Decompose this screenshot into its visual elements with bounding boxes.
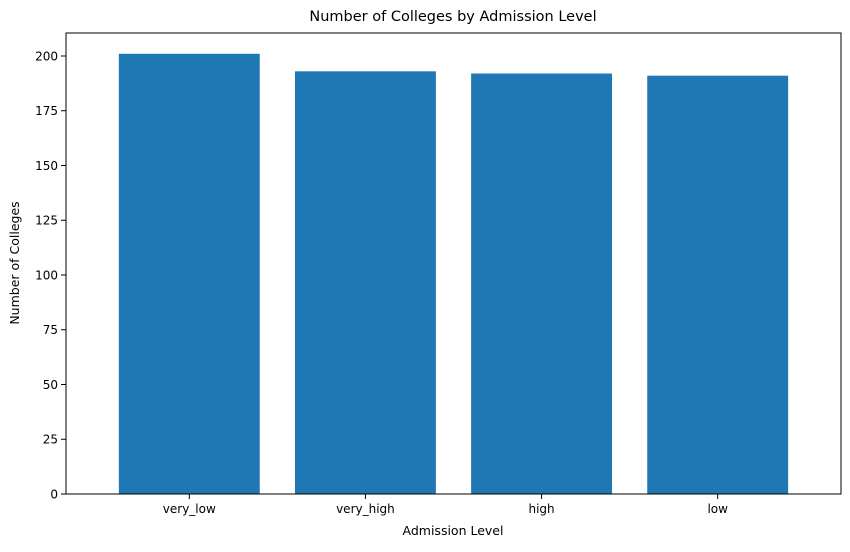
bar-very-high: [294, 71, 436, 495]
x-axis-label: Admission Level: [403, 523, 504, 538]
x-tick-label: low: [707, 502, 728, 516]
bars-layer: [118, 53, 789, 495]
ticks-layer: very_low very_high high low 0 25 50 75 100 125 150…: [35, 49, 728, 516]
chart-title: Number of Colleges by Admission Level: [309, 9, 596, 25]
y-tick-label: 125: [35, 214, 58, 228]
x-tick-label: very_low: [163, 502, 216, 516]
bar-very-low: [118, 53, 260, 494]
y-tick-label: 25: [43, 433, 58, 447]
bar-low: [647, 75, 789, 495]
x-tick-label: high: [528, 502, 554, 516]
y-tick-label: 100: [35, 268, 58, 282]
y-axis-label: Number of Colleges: [7, 201, 22, 324]
x-tick-label: very_high: [336, 502, 395, 516]
plot-frame: [65, 32, 842, 495]
y-tick-label: 50: [43, 378, 58, 392]
y-tick-label: 175: [35, 104, 58, 118]
y-tick-label: 75: [43, 323, 58, 337]
y-tick-label: 200: [35, 49, 58, 63]
y-tick-label: 150: [35, 159, 58, 173]
bar-high: [471, 73, 613, 494]
y-tick-label: 0: [50, 488, 58, 502]
